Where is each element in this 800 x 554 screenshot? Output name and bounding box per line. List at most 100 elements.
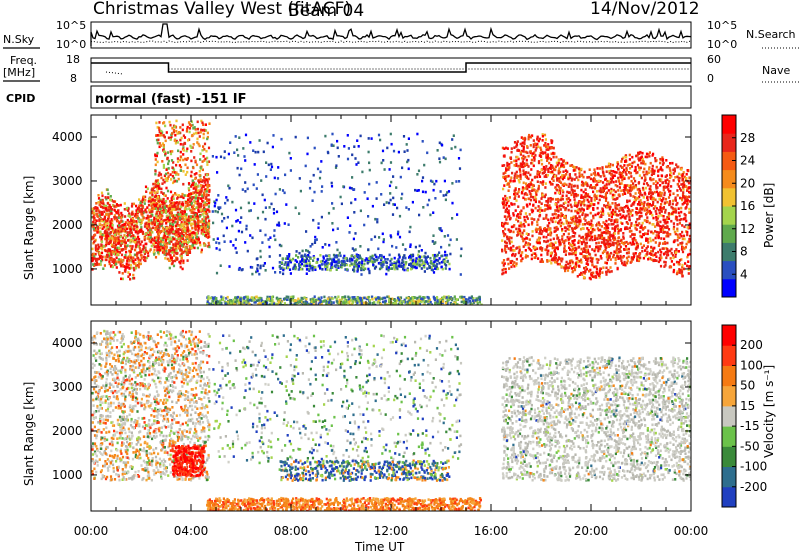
data-cell — [166, 220, 169, 223]
data-cell — [434, 264, 437, 268]
data-cell — [156, 230, 159, 233]
data-cell — [534, 149, 537, 152]
data-cell — [135, 221, 138, 225]
data-cell — [468, 296, 471, 300]
data-cell — [110, 218, 113, 221]
data-cell — [159, 240, 162, 244]
data-cell — [215, 247, 218, 250]
data-cell — [273, 302, 276, 305]
data-cell — [121, 239, 124, 243]
data-cell — [166, 252, 169, 256]
data-cell — [190, 246, 193, 250]
data-cell — [382, 238, 385, 241]
data-cell — [104, 196, 107, 199]
data-cell — [589, 185, 592, 189]
data-cell — [138, 262, 141, 265]
data-cell — [431, 180, 434, 183]
data-cell — [108, 204, 111, 208]
data-cell — [114, 243, 118, 246]
data-cell — [322, 257, 325, 260]
data-cell — [145, 226, 148, 230]
data-cell — [636, 218, 639, 221]
data-cell — [574, 215, 577, 218]
data-cell — [185, 236, 188, 239]
data-cell — [519, 142, 522, 146]
data-cell — [188, 207, 191, 210]
data-cell — [187, 217, 191, 221]
data-cell — [219, 299, 222, 303]
data-cell — [158, 142, 161, 145]
data-cell — [429, 179, 433, 183]
data-cell — [186, 157, 189, 160]
data-cell — [437, 259, 440, 262]
data-cell — [216, 210, 219, 214]
data-cell — [273, 229, 276, 232]
data-cell — [260, 299, 263, 302]
data-cell — [130, 223, 134, 226]
data-cell — [390, 142, 393, 146]
data-cell — [135, 204, 138, 208]
data-cell — [554, 220, 557, 224]
data-cell — [102, 245, 105, 248]
data-cell — [131, 245, 134, 248]
data-cell — [202, 191, 206, 195]
data-cell — [392, 149, 396, 153]
data-cell — [307, 259, 310, 262]
data-cell — [117, 232, 120, 236]
data-cell — [226, 215, 229, 219]
data-cell — [311, 199, 314, 202]
data-cell — [319, 298, 322, 302]
data-cell — [669, 249, 672, 253]
data-cell — [548, 221, 551, 225]
data-cell — [527, 246, 530, 250]
data-cell — [670, 205, 673, 209]
data-cell — [555, 161, 558, 165]
data-cell — [340, 299, 343, 302]
data-cell — [176, 240, 179, 244]
data-cell — [570, 179, 573, 182]
data-cell — [92, 236, 95, 239]
nsky-tick-bottom: 10^0 — [56, 38, 86, 51]
data-cell — [321, 268, 324, 271]
data-cell — [354, 298, 357, 301]
data-cell — [470, 303, 473, 305]
data-cell — [188, 235, 191, 239]
data-cell — [264, 302, 267, 305]
data-cell — [157, 239, 160, 242]
data-cell — [360, 262, 364, 265]
data-cell — [451, 217, 454, 220]
data-cell — [643, 209, 646, 212]
data-cell — [191, 123, 194, 127]
data-cell — [562, 205, 565, 209]
data-cell — [406, 268, 409, 272]
data-cell — [128, 231, 131, 234]
data-cell — [655, 190, 659, 194]
data-cell — [190, 239, 193, 243]
data-cell — [147, 216, 150, 220]
data-cell — [528, 202, 531, 206]
data-cell — [541, 133, 544, 136]
data-cell — [124, 247, 127, 251]
data-cell — [368, 168, 371, 172]
data-cell — [175, 214, 179, 217]
data-cell — [441, 296, 444, 300]
data-cell — [120, 229, 123, 233]
data-cell — [256, 173, 259, 176]
data-cell — [157, 242, 160, 245]
data-cell — [373, 267, 377, 270]
data-cell — [117, 227, 120, 230]
data-cell — [405, 143, 408, 146]
data-cell — [180, 136, 183, 140]
data-cell — [651, 196, 654, 200]
data-cell — [162, 203, 165, 206]
data-cell — [611, 212, 614, 216]
data-cell — [638, 189, 642, 193]
data-cell — [136, 215, 139, 219]
data-cell — [308, 186, 312, 190]
data-cell — [445, 256, 448, 259]
data-cell — [238, 266, 241, 270]
data-cell — [206, 208, 209, 212]
data-cell — [405, 296, 408, 300]
data-cell — [336, 301, 339, 305]
data-cell — [433, 242, 436, 245]
